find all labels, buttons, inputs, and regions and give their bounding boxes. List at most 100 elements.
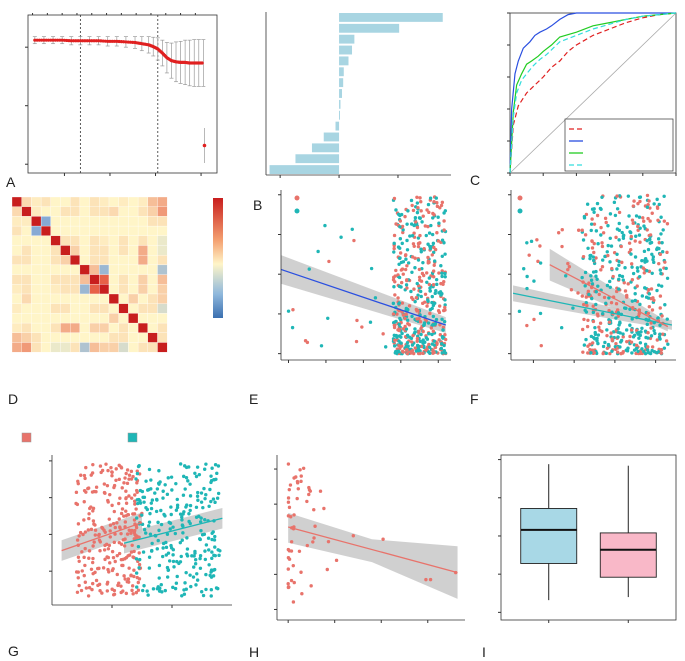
data-point	[648, 237, 652, 242]
data-point	[148, 532, 153, 536]
panel-label: A	[6, 174, 16, 190]
data-point	[292, 513, 296, 517]
data-point	[643, 260, 647, 264]
data-point	[181, 531, 185, 535]
data-point	[134, 525, 139, 530]
data-point	[429, 223, 433, 228]
heatmap-cell	[50, 225, 61, 236]
heatmap-cell	[99, 322, 110, 333]
data-point	[605, 333, 609, 338]
data-point	[612, 250, 617, 255]
data-point	[590, 348, 595, 352]
data-point	[100, 525, 104, 530]
data-point	[657, 261, 661, 266]
data-point	[117, 517, 121, 521]
data-point	[69, 39, 73, 43]
data-point	[658, 323, 662, 327]
heatmap-cell	[79, 313, 90, 324]
data-point	[423, 292, 428, 297]
data-point	[165, 565, 170, 570]
data-point	[615, 308, 620, 312]
data-point	[405, 238, 409, 243]
data-point	[658, 337, 662, 341]
heatmap-cell	[147, 235, 158, 246]
data-point	[425, 337, 430, 341]
data-point	[215, 496, 220, 500]
data-point	[165, 532, 170, 536]
data-point	[416, 293, 420, 297]
data-point	[432, 213, 436, 217]
data-point	[113, 532, 117, 536]
heatmap-cell	[50, 342, 61, 353]
data-point	[134, 488, 139, 493]
data-point	[289, 515, 293, 519]
data-point	[423, 340, 427, 344]
heatmap-cell	[31, 293, 42, 304]
data-point	[89, 505, 93, 509]
heatmap-cell	[31, 313, 42, 324]
data-point	[443, 298, 447, 302]
data-point	[299, 474, 303, 478]
data-point	[596, 284, 600, 288]
data-point	[590, 341, 595, 345]
data-point	[136, 544, 141, 549]
data-point	[582, 343, 587, 347]
data-point	[146, 488, 150, 492]
data-point	[127, 566, 131, 570]
data-point	[155, 547, 159, 551]
data-point	[532, 317, 536, 322]
data-point	[590, 239, 594, 243]
heatmap-cell	[99, 303, 110, 314]
data-point	[117, 39, 121, 44]
data-point	[615, 252, 619, 256]
data-point	[655, 197, 659, 202]
data-point	[351, 534, 356, 538]
data-point	[109, 465, 113, 470]
heatmap-cell	[89, 225, 100, 236]
data-point	[157, 589, 162, 593]
data-point	[97, 533, 101, 537]
data-point	[89, 527, 94, 532]
data-point	[126, 554, 130, 558]
data-point	[174, 581, 179, 585]
heatmap-cell	[89, 235, 100, 246]
data-point	[648, 233, 653, 237]
data-point	[75, 502, 80, 507]
data-point	[132, 568, 136, 572]
bar	[339, 99, 341, 109]
data-point	[665, 317, 669, 321]
data-point	[288, 483, 293, 487]
data-point	[586, 351, 590, 355]
heatmap-cell	[31, 342, 42, 353]
data-point	[427, 345, 432, 350]
data-point	[607, 308, 611, 313]
data-point	[406, 209, 410, 213]
data-point	[325, 567, 329, 572]
data-point	[659, 348, 663, 352]
data-point	[590, 282, 595, 286]
data-point	[614, 301, 619, 306]
heatmap-cell	[128, 264, 139, 275]
data-point	[105, 582, 109, 586]
heatmap-cell	[60, 313, 71, 324]
data-point	[137, 566, 141, 570]
data-point	[107, 543, 112, 548]
data-point	[131, 474, 135, 479]
data-point	[312, 536, 316, 540]
data-point	[142, 584, 146, 588]
data-point	[634, 347, 638, 351]
data-point	[651, 255, 656, 259]
data-point	[151, 587, 156, 591]
data-point	[110, 549, 115, 554]
data-point	[632, 199, 636, 203]
data-point	[603, 254, 607, 259]
data-point	[538, 261, 543, 265]
data-point	[171, 559, 176, 564]
data-point	[416, 258, 421, 262]
data-point	[286, 585, 291, 589]
data-point	[591, 319, 596, 324]
bar	[339, 45, 353, 55]
data-point	[53, 38, 57, 42]
heatmap-cell	[50, 313, 61, 324]
panel-a: A	[6, 13, 218, 190]
